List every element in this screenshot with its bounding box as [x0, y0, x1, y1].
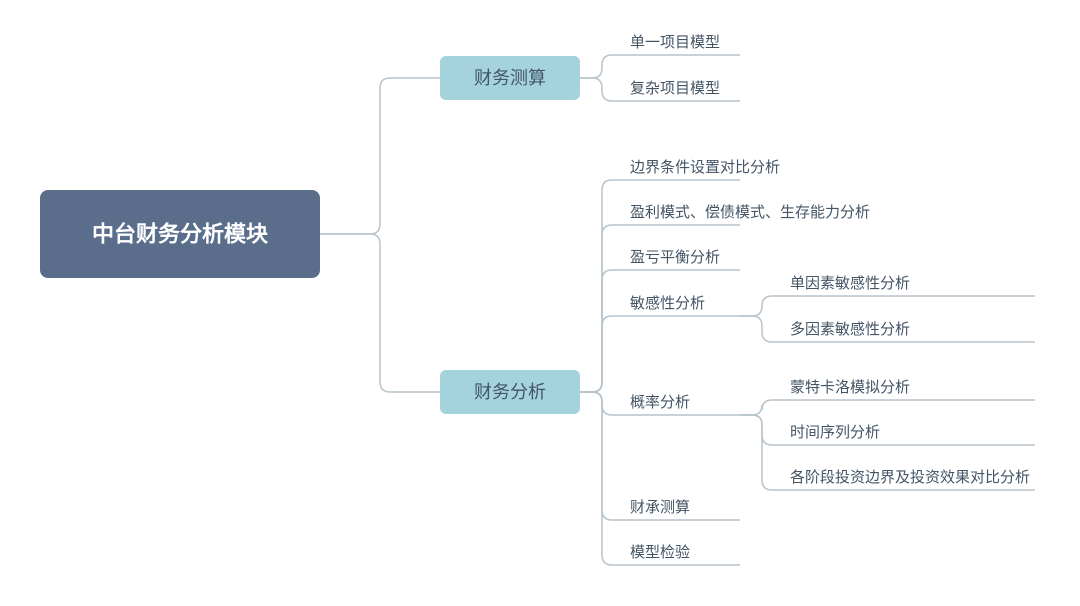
connector — [320, 78, 440, 234]
leaf-b1-0: 单一项目模型 — [630, 34, 720, 51]
mindmap-diagram: 中台财务分析模块 财务测算财务分析 单一项目模型复杂项目模型边界条件设置对比分析盈利… — [0, 0, 1080, 606]
leaf-b2-2: 盈亏平衡分析 — [630, 249, 720, 266]
leaf-b2-5: 财承测算 — [630, 498, 690, 516]
leaf-b2-4-0: 蒙特卡洛模拟分析 — [790, 379, 910, 396]
leaf-b2-3-0: 单因素敏感性分析 — [790, 275, 910, 292]
branch-node-2-label: 财务分析 — [474, 382, 546, 402]
leaf-b2-3-1: 多因素敏感性分析 — [790, 321, 910, 338]
root-label: 中台财务分析模块 — [92, 222, 269, 247]
connector — [740, 316, 784, 342]
leaf-b2-4-2: 各阶段投资边界及投资效果对比分析 — [790, 469, 1030, 486]
connector — [740, 400, 784, 415]
leaf-b1-1: 复杂项目模型 — [630, 79, 720, 97]
leaf-b2-3: 敏感性分析 — [630, 295, 705, 312]
connector — [740, 415, 784, 490]
leaf-b2-4-1: 时间序列分析 — [790, 424, 880, 441]
leaf-b2-1: 盈利模式、偿债模式、生存能力分析 — [630, 204, 870, 221]
leaf-b2-0: 边界条件设置对比分析 — [630, 159, 780, 176]
connector — [740, 296, 784, 316]
connector — [580, 316, 624, 392]
leaf-b2-6: 模型检验 — [630, 544, 690, 561]
connector — [580, 55, 624, 78]
connector — [580, 78, 624, 101]
leaf-b2-4: 概率分析 — [630, 394, 690, 411]
connector — [320, 234, 440, 392]
connector — [580, 392, 624, 565]
branch-node-1-label: 财务测算 — [474, 68, 546, 88]
